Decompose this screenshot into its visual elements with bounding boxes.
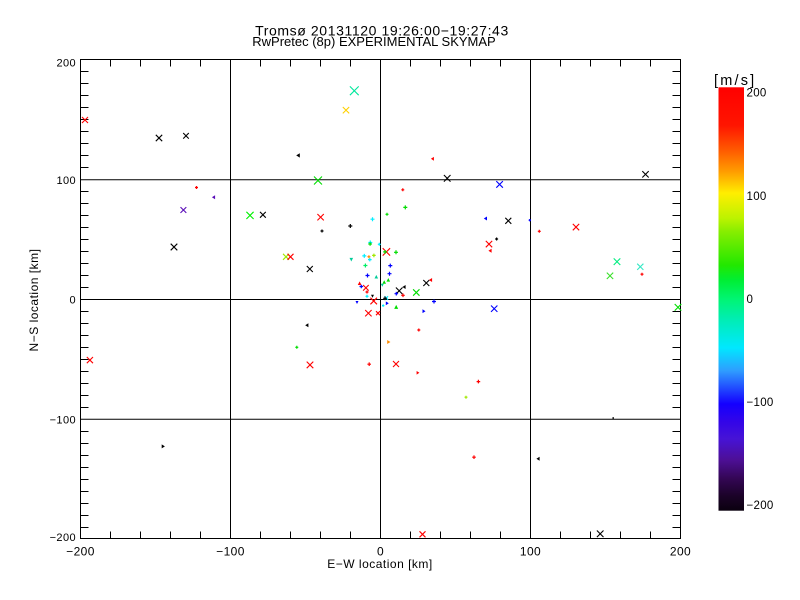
- svg-text:0: 0: [747, 294, 754, 306]
- svg-text:200: 200: [670, 545, 691, 559]
- svg-text:100: 100: [747, 191, 767, 203]
- svg-text:E−W location [km]: E−W location [km]: [327, 557, 433, 571]
- svg-text:RwPretec (8p) EXPERIMENTAL SKY: RwPretec (8p) EXPERIMENTAL SKYMAP: [252, 34, 495, 49]
- svg-text:200: 200: [747, 88, 767, 100]
- svg-text:200: 200: [56, 58, 76, 70]
- svg-text:−100: −100: [747, 397, 774, 409]
- svg-text:Tromsø 20131120 19:26:00−19:27: Tromsø 20131120 19:26:00−19:27:43: [255, 23, 509, 39]
- svg-text:−200: −200: [50, 532, 76, 544]
- svg-text:−100: −100: [216, 545, 245, 559]
- svg-text:−100: −100: [50, 414, 76, 426]
- svg-text:100: 100: [520, 545, 541, 559]
- svg-text:−200: −200: [747, 500, 774, 512]
- svg-text:−200: −200: [66, 545, 95, 559]
- svg-text:0: 0: [69, 295, 76, 307]
- svg-text:0: 0: [377, 545, 384, 559]
- svg-text:100: 100: [56, 175, 76, 187]
- svg-text:[m/s]: [m/s]: [714, 73, 756, 89]
- svg-text:N−S location [km]: N−S location [km]: [27, 249, 41, 352]
